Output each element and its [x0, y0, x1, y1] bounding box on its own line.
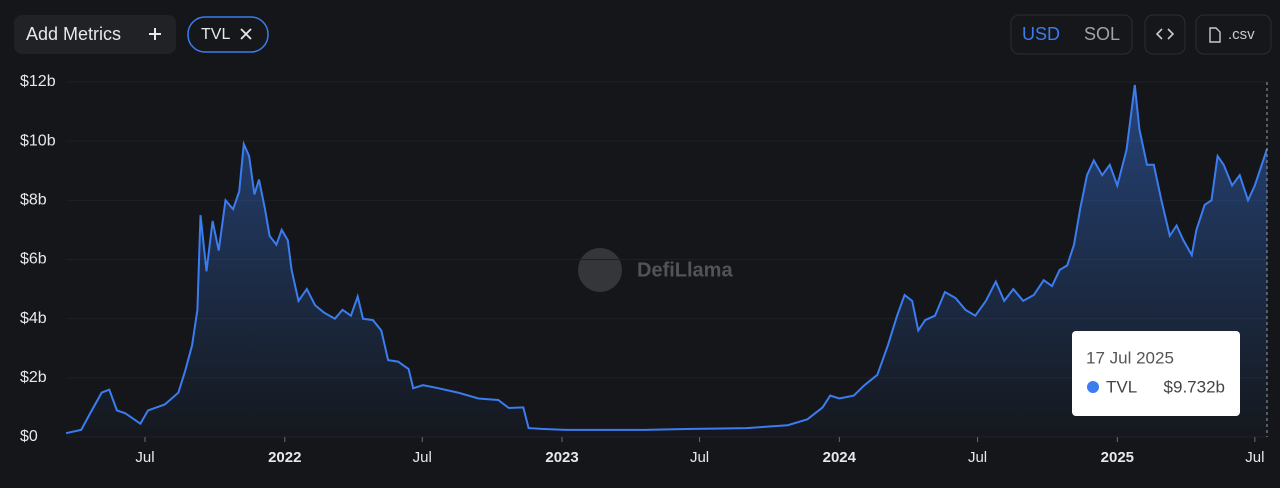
plot-area: $0 $2b $4b $6b $8b $10b $12b Jul 2022 Jul 2023 Jul 2…	[20, 73, 1268, 466]
currency-option[interactable]: SOL	[1084, 24, 1120, 44]
button-label: Add Metrics	[26, 24, 121, 44]
tooltip: 17 Jul 2025 TVL $9.732b	[1072, 331, 1240, 416]
x-tick-label: Jul	[1245, 449, 1264, 466]
x-tick-label: Jul	[413, 449, 432, 466]
area	[66, 85, 1267, 437]
currency-toggle	[1010, 14, 1133, 55]
button-label: .csv	[1228, 26, 1255, 43]
csv-button[interactable]: .csv	[1195, 14, 1272, 55]
close-icon	[240, 28, 252, 40]
plus-icon	[149, 28, 161, 40]
tooltip-series: TVL	[1106, 377, 1137, 396]
currency-option[interactable]: USD	[1022, 24, 1060, 44]
tooltip-date: 17 Jul 2025	[1086, 348, 1174, 367]
tooltip-swatch	[1087, 381, 1099, 393]
x-tick-label: Jul	[135, 449, 154, 466]
x-tick-label: Jul	[690, 449, 709, 466]
y-tick-label: $4b	[20, 310, 47, 327]
y-tick-label: $6b	[20, 251, 47, 268]
x-tick-label: 2025	[1101, 449, 1134, 466]
y-tick-label: $8b	[20, 192, 47, 209]
line	[65, 84, 1268, 435]
x-tick-label: 2023	[545, 449, 578, 466]
x-tick-label: 2024	[823, 449, 857, 466]
y-tick-label: $0	[20, 428, 38, 445]
x-tick-label: Jul	[968, 449, 987, 466]
chip-label: TVL	[201, 26, 230, 43]
watermark: DefiLlama	[578, 248, 733, 292]
add-metrics-button[interactable]: Add Metrics	[14, 15, 176, 54]
metric-chip[interactable]: TVL	[187, 16, 269, 53]
x-tick-label: 2022	[268, 449, 301, 466]
y-tick-label: $10b	[20, 132, 56, 149]
watermark-text: DefiLlama	[637, 259, 733, 281]
file-icon	[1209, 27, 1221, 43]
y-tick-label: $12b	[20, 73, 56, 90]
embed-button[interactable]	[1144, 14, 1186, 55]
y-tick-label: $2b	[20, 369, 47, 386]
tooltip-value: $9.732b	[1164, 377, 1225, 396]
